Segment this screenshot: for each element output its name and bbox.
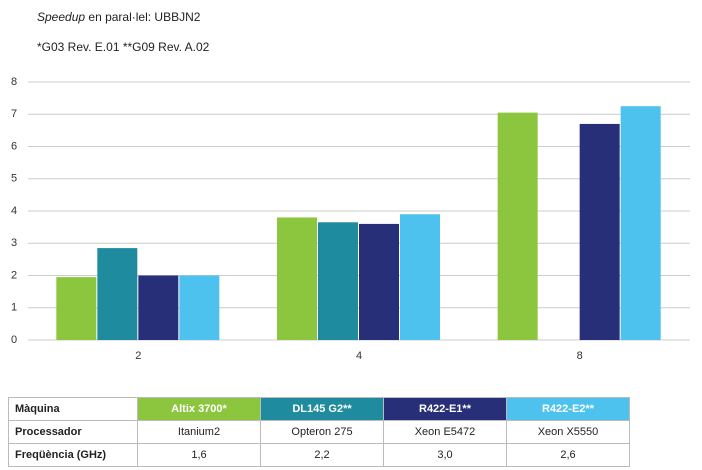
legend-entry: R422-E1** [383,397,507,421]
table-header-label: Màquina [8,397,138,421]
y-tick-label: 0 [11,334,17,346]
row-label: Freqüència (GHz) [8,443,138,467]
title-emphasis: Speedup [37,10,86,24]
y-tick-label: 6 [11,140,17,152]
legend-entry: DL145 G2** [260,397,384,421]
bar [97,248,138,340]
table-header-row: Màquina Altix 3700* DL145 G2** R422-E1** R42… [8,397,630,421]
bar [620,106,661,340]
table-cell: 2,2 [260,443,384,467]
legend-table: Màquina Altix 3700* DL145 G2** R422-E1** R42… [8,397,630,467]
legend-entry: R422-E2** [506,397,630,421]
bar [318,222,358,340]
table-row: Freqüència (GHz) 1,6 2,2 3,0 2,6 [8,443,630,467]
y-tick-label: 7 [11,108,17,120]
x-tick-label: 2 [135,350,141,362]
bar [56,277,97,340]
legend-entry: Altix 3700* [137,397,261,421]
y-tick-label: 5 [11,173,17,185]
bar [179,275,220,340]
x-tick-label: 4 [356,350,362,362]
bar [400,214,440,340]
table-cell: Itanium2 [137,420,261,444]
bar [359,223,399,340]
chart-subtitle: *G03 Rev. E.01 **G09 Rev. A.02 [37,40,210,54]
table-cell: Opteron 275 [260,420,384,444]
y-tick-label: 1 [11,302,17,314]
table-cell: Xeon X5550 [506,420,630,444]
bar [277,217,317,340]
chart-title: Speedup en paral·lel: UBBJN2 [37,10,200,24]
table-cell: 1,6 [137,443,261,467]
table-cell: 2,6 [506,443,630,467]
y-tick-label: 3 [11,237,17,249]
table-cell: 3,0 [383,443,507,467]
y-tick-label: 2 [11,269,17,281]
x-tick-label: 8 [577,350,583,362]
bar [579,123,620,340]
title-rest: en paral·lel: UBBJN2 [88,10,201,24]
row-label: Processador [8,420,138,444]
bar [497,112,538,340]
table-cell: Xeon E5472 [383,420,507,444]
y-tick-label: 4 [11,205,17,217]
bar [138,275,179,340]
table-row: Processador Itanium2 Opteron 275 Xeon E5472… [8,420,630,444]
chart: 0 1 2 3 4 5 6 7 8 2 4 8 [11,76,690,362]
y-tick-label: 8 [11,76,17,88]
